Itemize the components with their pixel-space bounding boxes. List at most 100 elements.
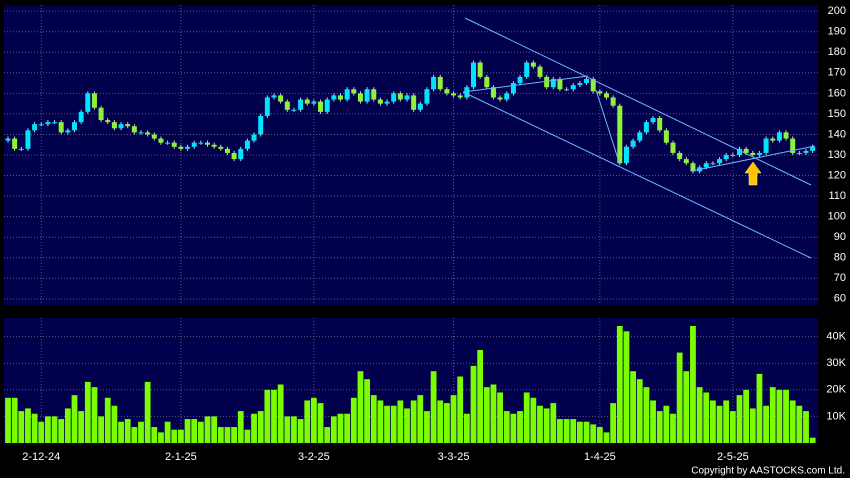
volume-bar <box>78 411 85 443</box>
volume-bar <box>636 379 643 443</box>
volume-bar <box>430 371 437 443</box>
volume-bar <box>743 389 750 443</box>
candle-body <box>477 62 483 77</box>
candle-body <box>411 95 417 110</box>
volume-bar <box>603 432 610 443</box>
volume-bar <box>151 427 158 443</box>
volume-bar <box>91 387 98 443</box>
y-tick-label: 150 <box>828 108 846 120</box>
candle-body <box>617 105 623 164</box>
volume-bar <box>237 411 244 443</box>
volume-bar <box>450 395 457 443</box>
volume-bar <box>337 413 344 443</box>
candle-body <box>45 122 51 125</box>
volume-bar <box>364 379 370 443</box>
volume-bar <box>623 331 630 443</box>
volume-bar <box>543 408 550 443</box>
volume-bar <box>796 405 803 443</box>
candle-body <box>331 95 337 100</box>
candle-body <box>377 99 383 104</box>
volume-bar <box>457 376 464 443</box>
volume-bar <box>197 421 204 443</box>
trend-line <box>691 145 816 172</box>
volume-bar <box>51 416 58 443</box>
y-tick-label: 90 <box>834 231 846 243</box>
volume-bar <box>25 408 31 443</box>
volume-bar <box>317 403 324 443</box>
volume-bar <box>5 397 11 443</box>
y-tick-label: 140 <box>828 128 846 140</box>
candle-body <box>145 132 151 135</box>
candle-body <box>311 101 317 104</box>
candle-body <box>218 146 224 149</box>
volume-bar <box>710 400 716 443</box>
candle-body <box>490 87 496 98</box>
x-tick-label: 3-2-25 <box>298 451 330 463</box>
candle-body <box>584 78 590 84</box>
candle-body <box>111 122 117 129</box>
candle-body <box>471 62 476 88</box>
volume-bar <box>803 411 809 443</box>
candle-body <box>324 99 330 112</box>
volume-bar <box>11 397 18 443</box>
y-tick-label: 80 <box>834 252 846 264</box>
volume-bar <box>231 427 237 443</box>
volume-bar <box>769 387 776 443</box>
candle-body <box>191 142 197 147</box>
volume-bar <box>490 384 497 443</box>
candle-body <box>251 134 257 141</box>
y-tick-label: 120 <box>828 169 846 181</box>
candle-body <box>577 83 583 86</box>
candle-body <box>52 122 58 124</box>
candle-body <box>497 97 503 100</box>
volume-bar <box>656 411 663 443</box>
candle-body <box>524 62 530 77</box>
volume-bar <box>557 419 563 443</box>
volume-bar <box>184 419 191 443</box>
candle-body <box>464 87 470 98</box>
candle-body <box>357 93 363 102</box>
candle-body <box>550 78 556 88</box>
volume-bar <box>131 427 138 443</box>
volume-bar <box>98 416 104 443</box>
candle-body <box>537 66 543 77</box>
candle-body <box>590 78 596 92</box>
volume-bar <box>118 421 124 443</box>
y-tick-label: 100 <box>828 211 846 223</box>
volume-bar <box>424 411 430 443</box>
candle-body <box>391 93 397 102</box>
y-tick-label: 190 <box>828 26 846 38</box>
candle-body <box>683 159 689 164</box>
volume-bar <box>164 421 171 443</box>
volume-bar <box>670 413 676 443</box>
volume-bar <box>217 427 224 443</box>
volume-bar <box>104 397 111 443</box>
channel-lower <box>462 91 812 259</box>
candle-body <box>504 93 510 100</box>
candle-body <box>404 95 410 100</box>
candle-body <box>344 89 350 100</box>
volume-bar <box>763 405 769 443</box>
volume-bar <box>643 387 650 443</box>
y-tick-label: 10K <box>826 410 846 422</box>
candle-body <box>271 95 277 98</box>
volume-bar <box>344 413 351 443</box>
candle-body <box>717 159 723 164</box>
candle-body <box>371 89 377 100</box>
volume-bar <box>537 405 543 443</box>
volume-bar <box>497 392 503 443</box>
x-tick-label: 2-5-25 <box>717 451 749 463</box>
volume-bar <box>437 400 444 443</box>
volume-bar <box>311 397 317 443</box>
candle-body <box>424 89 430 104</box>
volume-bar <box>211 416 218 443</box>
volume-bar <box>616 325 623 443</box>
candle-body <box>185 146 191 149</box>
volume-bar <box>38 421 45 443</box>
candle-body <box>790 138 796 153</box>
candle-body <box>224 148 230 153</box>
candle-body <box>637 132 643 141</box>
volume-bar <box>563 419 570 443</box>
volume-bar <box>683 371 690 443</box>
candle-body <box>756 152 762 155</box>
